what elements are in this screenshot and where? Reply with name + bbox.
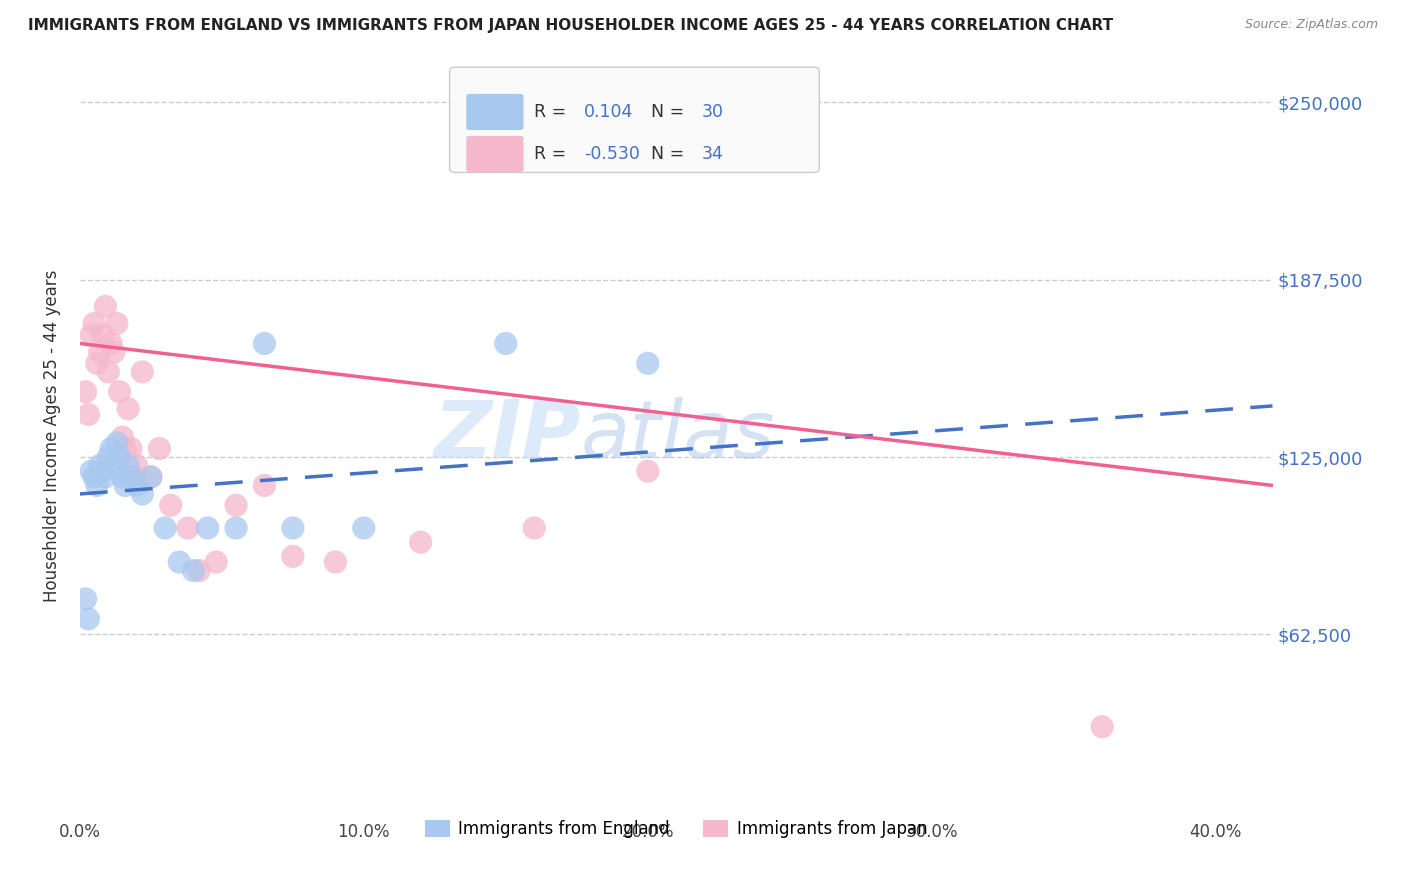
Point xyxy=(114,442,136,456)
Point xyxy=(75,384,97,399)
Point xyxy=(409,535,432,549)
Text: N =: N = xyxy=(651,103,685,121)
FancyBboxPatch shape xyxy=(467,136,523,172)
Point xyxy=(131,365,153,379)
Point xyxy=(125,478,148,492)
Point xyxy=(205,555,228,569)
Point xyxy=(86,356,108,370)
Point xyxy=(103,345,125,359)
Point xyxy=(97,365,120,379)
Point xyxy=(108,384,131,399)
Point xyxy=(225,498,247,512)
Text: Source: ZipAtlas.com: Source: ZipAtlas.com xyxy=(1244,18,1378,31)
Point xyxy=(108,450,131,464)
Point xyxy=(91,464,114,478)
Text: atlas: atlas xyxy=(581,397,776,475)
Text: 0.104: 0.104 xyxy=(585,103,634,121)
Point xyxy=(117,401,139,416)
Point xyxy=(1091,720,1114,734)
Point xyxy=(91,328,114,343)
Point xyxy=(94,470,117,484)
Point xyxy=(83,317,105,331)
Point xyxy=(325,555,347,569)
Point xyxy=(89,458,111,473)
FancyBboxPatch shape xyxy=(450,67,820,172)
Point xyxy=(120,470,142,484)
Text: R =: R = xyxy=(534,145,567,163)
Point xyxy=(253,478,276,492)
Text: N =: N = xyxy=(651,145,685,163)
Point xyxy=(117,458,139,473)
Point xyxy=(153,521,176,535)
Point xyxy=(89,345,111,359)
Point xyxy=(94,300,117,314)
Text: 30: 30 xyxy=(702,103,723,121)
Point xyxy=(637,356,659,370)
Point xyxy=(225,521,247,535)
Point xyxy=(111,470,134,484)
Point xyxy=(97,450,120,464)
Point xyxy=(139,470,162,484)
Point xyxy=(105,317,128,331)
Point xyxy=(100,442,122,456)
Point xyxy=(77,408,100,422)
Point xyxy=(139,470,162,484)
Point xyxy=(80,464,103,478)
Point xyxy=(495,336,517,351)
Point xyxy=(637,464,659,478)
Point xyxy=(523,521,546,535)
Point xyxy=(183,564,205,578)
Point xyxy=(253,336,276,351)
Point xyxy=(120,442,142,456)
Point xyxy=(197,521,219,535)
Point xyxy=(177,521,200,535)
Point xyxy=(281,521,304,535)
Point xyxy=(75,591,97,606)
Point xyxy=(111,430,134,444)
Point xyxy=(86,478,108,492)
Legend: Immigrants from England, Immigrants from Japan: Immigrants from England, Immigrants from… xyxy=(419,814,934,845)
Point xyxy=(80,328,103,343)
Point xyxy=(77,612,100,626)
Point xyxy=(103,458,125,473)
Point xyxy=(148,442,170,456)
Text: R =: R = xyxy=(534,103,567,121)
Point xyxy=(125,458,148,473)
Text: ZIP: ZIP xyxy=(433,397,581,475)
Point xyxy=(100,336,122,351)
Point xyxy=(83,470,105,484)
Text: -0.530: -0.530 xyxy=(585,145,640,163)
Point xyxy=(281,549,304,564)
Point xyxy=(105,435,128,450)
Y-axis label: Householder Income Ages 25 - 44 years: Householder Income Ages 25 - 44 years xyxy=(44,269,60,602)
FancyBboxPatch shape xyxy=(467,94,523,130)
Point xyxy=(159,498,181,512)
Point xyxy=(114,478,136,492)
Point xyxy=(353,521,375,535)
Point xyxy=(188,564,211,578)
Text: 34: 34 xyxy=(702,145,723,163)
Point xyxy=(131,487,153,501)
Point xyxy=(167,555,190,569)
Point xyxy=(122,470,145,484)
Text: IMMIGRANTS FROM ENGLAND VS IMMIGRANTS FROM JAPAN HOUSEHOLDER INCOME AGES 25 - 44: IMMIGRANTS FROM ENGLAND VS IMMIGRANTS FR… xyxy=(28,18,1114,33)
